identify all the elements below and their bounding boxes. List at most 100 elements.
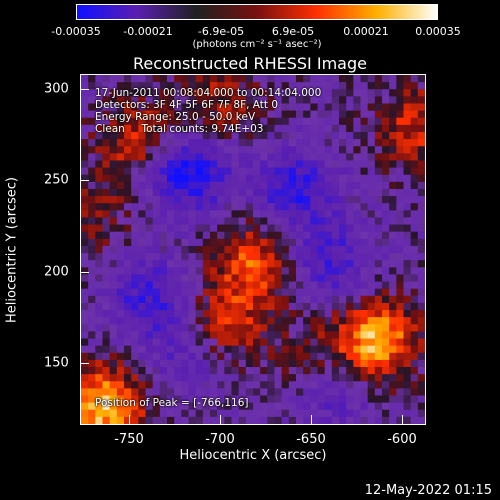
heatmap-cell xyxy=(181,288,189,297)
heatmap-cell xyxy=(396,96,404,104)
heatmap-cell xyxy=(174,89,182,97)
heatmap-cell xyxy=(296,374,304,382)
heatmap-cell xyxy=(382,295,390,304)
heatmap-cell xyxy=(417,402,425,411)
heatmap-cell xyxy=(245,352,254,361)
heatmap-cell xyxy=(417,381,425,389)
heatmap-cell xyxy=(410,395,419,404)
heatmap-cell xyxy=(274,110,283,119)
heatmap-cell xyxy=(188,174,197,183)
heatmap-cell xyxy=(188,402,197,411)
heatmap-cell xyxy=(324,82,333,90)
heatmap-cell xyxy=(224,96,232,104)
heatmap-cell xyxy=(317,388,326,396)
heatmap-cell xyxy=(210,281,218,290)
heatmap-cell xyxy=(260,260,268,268)
heatmap-cell xyxy=(167,124,175,133)
heatmap-cell xyxy=(188,146,197,154)
heatmap-cell xyxy=(410,217,419,225)
heatmap-cell xyxy=(116,89,125,97)
heatmap-cell xyxy=(353,409,361,418)
heatmap-cell xyxy=(81,281,89,290)
heatmap-cell xyxy=(81,381,89,389)
heatmap-cell xyxy=(88,267,96,275)
heatmap-cell xyxy=(417,388,425,396)
heatmap-cell xyxy=(417,224,425,233)
heatmap-cell xyxy=(124,267,132,275)
heatmap-cell xyxy=(195,160,204,168)
heatmap-cell xyxy=(131,96,139,104)
heatmap-cell xyxy=(382,416,390,424)
heatmap-cell xyxy=(360,160,369,168)
heatmap-cell xyxy=(95,146,103,154)
heatmap-cell xyxy=(281,231,290,240)
heatmap-cell xyxy=(210,75,218,83)
heatmap-cell xyxy=(217,338,225,347)
heatmap-cell xyxy=(296,174,304,183)
heatmap-cell xyxy=(382,174,390,183)
heatmap-cell xyxy=(210,103,218,112)
heatmap-cell xyxy=(410,267,419,275)
heatmap-cell xyxy=(339,331,347,339)
heatmap-cell xyxy=(174,388,182,396)
heatmap-cell xyxy=(124,89,132,97)
heatmap-cell xyxy=(281,395,290,404)
heatmap-cell xyxy=(288,260,297,268)
heatmap-cell xyxy=(238,153,247,161)
heatmap-cell xyxy=(417,374,425,382)
heatmap-cell xyxy=(360,188,369,197)
heatmap-cell xyxy=(303,338,311,347)
heatmap-cell xyxy=(317,416,326,424)
heatmap-cell xyxy=(346,139,354,147)
heatmap-cell xyxy=(346,381,354,389)
heatmap-cell xyxy=(224,124,232,133)
heatmap-cell xyxy=(116,381,125,389)
heatmap-cell xyxy=(102,146,111,154)
heatmap-cell xyxy=(353,310,361,318)
heatmap-cell xyxy=(382,82,390,90)
heatmap-cell xyxy=(389,210,397,218)
heatmap-cell xyxy=(81,367,89,375)
heatmap-cell xyxy=(382,110,390,119)
heatmap-cell xyxy=(95,260,103,268)
heatmap-cell xyxy=(88,381,96,389)
heatmap-cell xyxy=(159,274,168,282)
heatmap-cell xyxy=(116,203,125,211)
heatmap-cell xyxy=(303,409,311,418)
heatmap-cell xyxy=(339,310,347,318)
heatmap-cell xyxy=(181,203,189,211)
heatmap-cell xyxy=(417,295,425,304)
heatmap-cell xyxy=(317,188,326,197)
heatmap-cell xyxy=(281,416,290,424)
heatmap-cell xyxy=(188,96,197,104)
heatmap-cell xyxy=(260,146,268,154)
heatmap-cell xyxy=(403,281,412,290)
heatmap-cell xyxy=(181,374,189,382)
heatmap-cell xyxy=(217,260,225,268)
heatmap-cell xyxy=(95,196,103,204)
heatmap-cell xyxy=(410,210,419,218)
x-tick-mark xyxy=(402,415,403,424)
heatmap-cell xyxy=(382,260,390,268)
heatmap-cell xyxy=(174,338,182,347)
heatmap-cell xyxy=(95,416,103,424)
heatmap-cell xyxy=(131,231,139,240)
heatmap-cell xyxy=(367,310,376,318)
heatmap-cell xyxy=(231,374,240,382)
heatmap-cell xyxy=(131,359,139,368)
heatmap-cell xyxy=(274,253,283,261)
heatmap-cell xyxy=(274,367,283,375)
heatmap-cell xyxy=(303,310,311,318)
heatmap-cell xyxy=(267,409,275,418)
heatmap-cell xyxy=(202,146,211,154)
heatmap-cell xyxy=(188,124,197,133)
heatmap-cell xyxy=(231,310,240,318)
heatmap-cell xyxy=(253,75,261,83)
heatmap-cell xyxy=(131,274,139,282)
heatmap-cell xyxy=(174,352,182,361)
heatmap-cell xyxy=(310,196,318,204)
heatmap-cell xyxy=(410,238,419,247)
heatmap-cell xyxy=(353,196,361,204)
heatmap-cell xyxy=(138,395,146,404)
heatmap-cell xyxy=(102,160,111,168)
